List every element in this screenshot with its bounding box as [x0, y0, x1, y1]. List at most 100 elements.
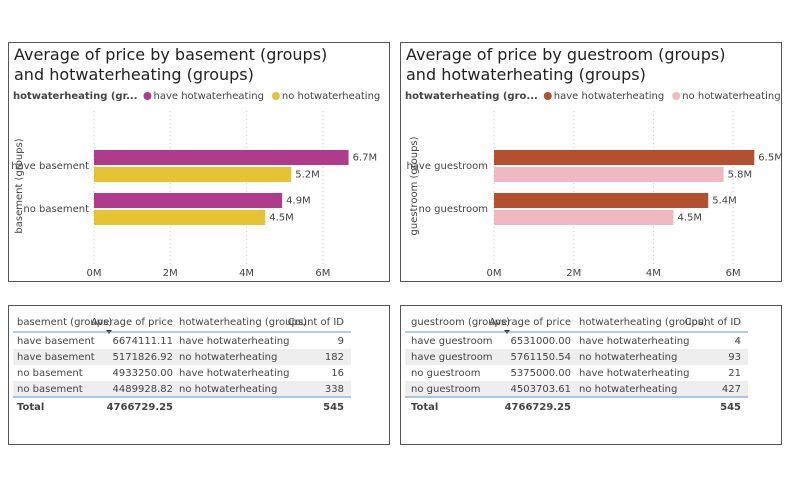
legend-title: hotwaterheating (gro...: [405, 91, 538, 102]
bar: [94, 167, 292, 182]
bar: [94, 150, 349, 165]
table-cell: have guestroom: [411, 352, 493, 363]
bar: [94, 193, 283, 208]
table-cell: have guestroom: [411, 336, 493, 347]
column-header: Average of price: [489, 317, 571, 328]
table-cell: no hotwaterheating: [579, 352, 677, 363]
column-header: basement (groups): [17, 317, 112, 328]
data-label: 4.5M: [678, 213, 703, 224]
legend-marker: [143, 92, 152, 100]
table-cell: 4503703.61: [511, 384, 571, 395]
x-tick-label: 0M: [87, 268, 102, 279]
table-cell: no hotwaterheating: [579, 384, 677, 395]
column-header: Average of price: [91, 317, 173, 328]
legend-marker: [543, 92, 552, 100]
chart-title: Average of price by basement (groups) an…: [14, 45, 328, 84]
data-label: 5.4M: [712, 196, 737, 207]
table-cell: 427: [722, 384, 741, 395]
table-cell: have hotwaterheating: [579, 336, 689, 347]
legend-label: have hotwaterheating: [554, 91, 664, 102]
x-tick-label: 6M: [726, 268, 741, 279]
x-tick-label: 6M: [315, 268, 330, 279]
y-tick-label: have basement: [11, 161, 89, 172]
table-cell: no basement: [17, 368, 83, 379]
x-tick-label: 4M: [646, 268, 661, 279]
bar: [494, 210, 674, 225]
table-cell: 6674111.11: [113, 336, 173, 347]
chart: hotwaterheating (gro... have hotwaterheat…: [405, 91, 781, 279]
table-cell: no hotwaterheating: [179, 352, 277, 363]
x-tick-label: 4M: [239, 268, 254, 279]
legend-label: no hotwaterheating: [682, 91, 780, 102]
table-cell: 4: [735, 336, 741, 347]
row-band: [405, 349, 748, 365]
table-cell: have basement: [17, 352, 95, 363]
table-cell: 5761150.54: [511, 352, 571, 363]
table-cell: have hotwaterheating: [179, 336, 289, 347]
chart: hotwaterheating (gr... have hotwaterheati…: [11, 91, 380, 279]
data-label: 6.5M: [758, 153, 781, 164]
total-count: 545: [720, 402, 741, 413]
table-cell: 93: [728, 352, 741, 363]
data-label: 5.2M: [295, 170, 320, 181]
table-cell: no basement: [17, 384, 83, 395]
data-label: 6.7M: [353, 153, 378, 164]
table-cell: have basement: [17, 336, 95, 347]
chart-panel: Average of price by basement (groups) an…: [8, 42, 390, 282]
table-panel: guestroom (groups) Average of price hotwat…: [400, 305, 782, 445]
total-count: 545: [323, 402, 344, 413]
bar: [494, 193, 709, 208]
column-header: hotwaterheating (groups): [179, 317, 307, 328]
y-tick-label: have guestroom: [406, 161, 488, 172]
data-label: 5.8M: [728, 170, 753, 181]
table-cell: 6531000.00: [511, 336, 571, 347]
legend-marker: [672, 92, 681, 100]
total-label: Total: [411, 402, 438, 413]
row-band: [13, 349, 351, 365]
table-cell: no hotwaterheating: [179, 384, 277, 395]
legend-marker: [271, 92, 280, 100]
y-tick-label: no basement: [23, 204, 89, 215]
column-header: Count of ID: [685, 317, 742, 328]
column-header: guestroom (groups): [411, 317, 510, 328]
row-band: [13, 381, 351, 397]
y-axis-label: basement (groups): [14, 138, 25, 233]
table-cell: have hotwaterheating: [179, 368, 289, 379]
table-cell: 5171826.92: [113, 352, 173, 363]
table-cell: 21: [728, 368, 741, 379]
table-cell: 4489928.82: [113, 384, 173, 395]
table-cell: 9: [338, 336, 344, 347]
total-average: 4766729.25: [107, 402, 173, 413]
data-label: 4.5M: [269, 213, 294, 224]
y-axis-label: guestroom (groups): [409, 136, 420, 235]
x-tick-label: 0M: [487, 268, 502, 279]
table-cell: 338: [325, 384, 344, 395]
table-cell: 182: [325, 352, 344, 363]
table: guestroom (groups)Average of price hotwat…: [405, 317, 748, 413]
legend-label: have hotwaterheating: [154, 91, 264, 102]
table-cell: have hotwaterheating: [579, 368, 689, 379]
table-cell: 16: [331, 368, 344, 379]
row-band: [405, 381, 748, 397]
column-header: hotwaterheating (groups): [579, 317, 707, 328]
table-cell: 5375000.00: [511, 368, 571, 379]
total-label: Total: [17, 402, 44, 413]
x-tick-label: 2M: [163, 268, 178, 279]
x-tick-label: 2M: [566, 268, 581, 279]
chart-panel: Average of price by guestroom (groups) a…: [400, 42, 782, 282]
bar: [494, 167, 724, 182]
total-average: 4766729.25: [505, 402, 571, 413]
table-cell: no guestroom: [411, 368, 480, 379]
bar: [94, 210, 266, 225]
legend-title: hotwaterheating (gr...: [13, 91, 138, 102]
table: basement (groups)Average of price hotwate…: [13, 317, 351, 413]
chart-title: Average of price by guestroom (groups) a…: [406, 45, 726, 84]
bar: [494, 150, 755, 165]
y-tick-label: no guestroom: [419, 204, 488, 215]
table-cell: no guestroom: [411, 384, 480, 395]
data-label: 4.9M: [286, 196, 311, 207]
legend-label: no hotwaterheating: [282, 91, 380, 102]
table-panel: basement (groups) Average of price hotwate…: [8, 305, 390, 445]
column-header: Count of ID: [288, 317, 345, 328]
